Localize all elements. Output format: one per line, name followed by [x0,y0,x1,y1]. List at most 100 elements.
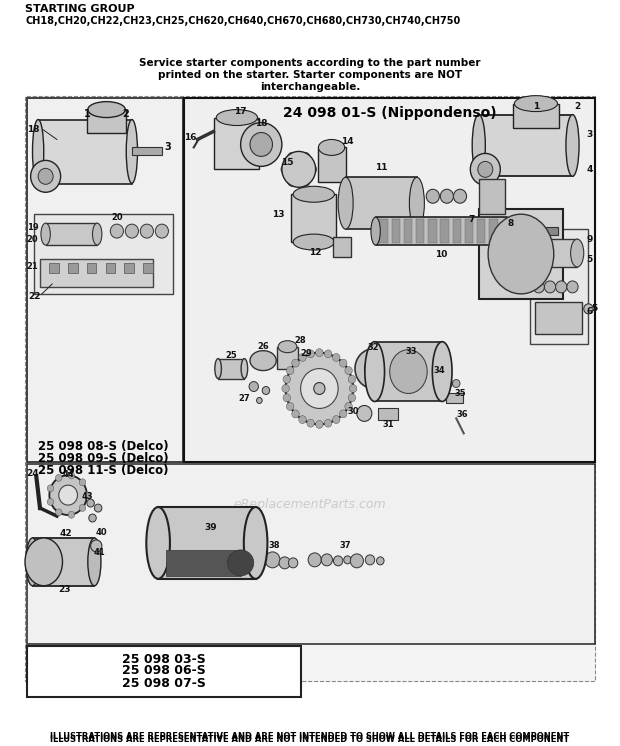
Ellipse shape [338,178,353,229]
Text: 31: 31 [382,420,394,429]
Text: 27: 27 [239,394,250,403]
Text: 26: 26 [257,342,269,351]
Circle shape [279,557,290,569]
Circle shape [376,557,384,565]
Bar [479,179,505,214]
Ellipse shape [250,133,273,157]
Ellipse shape [472,115,485,176]
Circle shape [314,383,325,395]
Bar [27,464,595,644]
Bar [518,229,521,243]
Text: 16: 16 [184,133,197,142]
Circle shape [288,177,297,186]
Bar [376,217,507,245]
Ellipse shape [278,341,297,353]
Ellipse shape [528,239,541,267]
Text: 38: 38 [268,542,280,551]
Circle shape [301,177,310,186]
Ellipse shape [250,351,277,371]
Ellipse shape [126,119,138,184]
Bar [68,263,78,273]
Text: 24: 24 [26,468,39,477]
Circle shape [299,354,306,362]
Text: 24 098 01-S (Nippondenso): 24 098 01-S (Nippondenso) [283,106,497,119]
Bar [215,118,259,169]
Text: 25 098 11-S (Delco): 25 098 11-S (Delco) [38,464,169,477]
Circle shape [307,164,317,175]
Circle shape [262,386,270,395]
Circle shape [357,405,372,421]
Ellipse shape [432,342,452,401]
Bar [332,237,352,257]
Bar [507,227,559,235]
Text: 25 098 09-S (Delco): 25 098 09-S (Delco) [38,452,169,466]
Text: 33: 33 [405,347,417,356]
Bar [535,239,577,267]
Text: 1: 1 [84,109,91,119]
Bar [440,219,449,243]
Text: 43: 43 [81,492,92,501]
Bar [464,219,473,243]
Bar [529,229,532,243]
Text: ILLUSTRATIONS ARE REPRESENTATIVE AND ARE NOT INTENDED TO SHOW ALL DETAILS FOR EA: ILLUSTRATIONS ARE REPRESENTATIVE AND ARE… [50,736,570,745]
Bar [378,409,398,421]
Circle shape [556,281,567,293]
Bar [34,214,173,294]
Bar [218,359,244,378]
Circle shape [340,359,347,367]
Bar [345,178,417,229]
Circle shape [301,152,310,163]
Text: 23: 23 [58,586,71,595]
Circle shape [427,189,440,203]
Bar [50,263,59,273]
Circle shape [348,375,356,383]
Circle shape [316,348,323,357]
Bar [374,342,442,401]
Ellipse shape [228,550,254,576]
Bar [166,550,241,576]
Text: 25 098 07-S: 25 098 07-S [122,677,206,690]
Circle shape [453,380,460,387]
Circle shape [125,224,138,238]
Circle shape [84,492,90,498]
Circle shape [249,381,259,392]
Circle shape [59,485,78,505]
Text: 21: 21 [27,263,38,272]
Text: 4: 4 [586,165,593,174]
Bar [522,229,525,243]
Text: 7: 7 [468,215,474,224]
Text: 41: 41 [93,548,105,557]
Text: Service starter components according to the part number: Service starter components according to … [140,57,480,68]
Bar [27,98,182,463]
Text: 3: 3 [587,130,593,139]
Circle shape [91,540,102,552]
Circle shape [355,348,392,389]
Circle shape [89,514,96,522]
Text: 6: 6 [587,307,593,316]
Bar [416,219,424,243]
Bar [125,263,134,273]
Text: STARTING GROUP: STARTING GROUP [25,4,135,14]
Ellipse shape [241,359,247,378]
Circle shape [281,164,290,175]
Bar [516,227,539,245]
Bar [27,645,301,698]
Circle shape [343,556,352,564]
Text: 34: 34 [433,366,445,375]
Circle shape [316,421,323,428]
Text: 8: 8 [508,219,514,228]
Circle shape [348,394,356,402]
Circle shape [283,375,291,383]
Ellipse shape [390,350,427,393]
Text: 37: 37 [340,542,352,551]
Ellipse shape [215,359,221,378]
Bar [513,104,559,128]
Circle shape [79,504,86,512]
Ellipse shape [293,186,334,202]
Text: 11: 11 [375,163,388,172]
Ellipse shape [515,95,557,112]
Ellipse shape [319,140,345,155]
Text: 25 098 08-S (Delco): 25 098 08-S (Delco) [38,440,169,454]
Circle shape [55,474,62,481]
Circle shape [345,402,352,410]
